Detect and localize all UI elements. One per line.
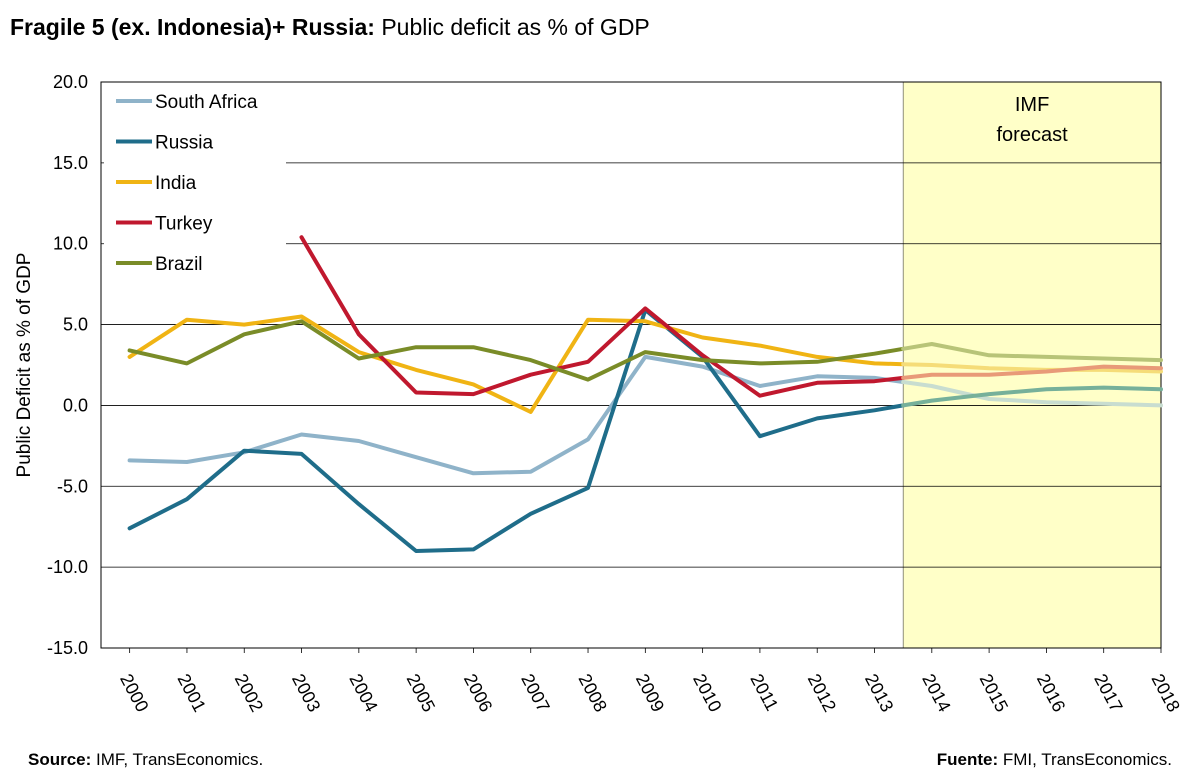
y-axis: 20.0 15.0 10.0 5.0 0.0 -5.0 -10.0 -15.0 bbox=[47, 72, 88, 658]
x-tick-label: 2016 bbox=[1033, 670, 1069, 715]
legend-label: Russia bbox=[155, 133, 214, 154]
x-tick-label: 2004 bbox=[345, 670, 381, 715]
x-tick-label: 2005 bbox=[403, 670, 439, 715]
series-forecast-brazil bbox=[901, 342, 1163, 363]
x-tick-label: 2011 bbox=[746, 670, 782, 714]
source-text: IMF, TransEconomics. bbox=[96, 750, 264, 769]
x-tick-label: 2010 bbox=[689, 670, 725, 715]
legend-item-turkey: Turkey bbox=[116, 214, 213, 235]
legend-label: Turkey bbox=[155, 214, 213, 235]
source-note: Source: IMF, TransEconomics. bbox=[28, 750, 263, 770]
forecast-label: IMF forecast bbox=[997, 94, 1069, 146]
legend-item-brazil: Brazil bbox=[116, 254, 203, 275]
y-tick-label: 5.0 bbox=[63, 315, 88, 335]
legend: South Africa Russia India Turkey Brazil bbox=[104, 85, 286, 285]
series-line-south-africa bbox=[127, 354, 906, 476]
series-line-brazil bbox=[127, 319, 906, 382]
y-tick-label: 15.0 bbox=[53, 153, 88, 173]
legend-item-south-africa: South Africa bbox=[116, 92, 258, 113]
fuente-note: Fuente: FMI, TransEconomics. bbox=[937, 750, 1172, 770]
series-forecast-turkey bbox=[901, 364, 1163, 380]
x-tick-label: 2018 bbox=[1147, 670, 1183, 715]
fuente-text: FMI, TransEconomics. bbox=[1002, 750, 1172, 769]
fuente-label: Fuente: bbox=[936, 750, 999, 769]
forecast-label-line1: IMF bbox=[1015, 94, 1049, 116]
series-russia bbox=[127, 308, 1163, 553]
x-tick-label: 2014 bbox=[918, 670, 954, 715]
series-line-india bbox=[127, 314, 906, 414]
x-tick-label: 2007 bbox=[517, 670, 553, 715]
chart-title-bold: Fragile 5 (ex. Indonesia)+ Russia: bbox=[10, 14, 375, 40]
x-tick-label: 2009 bbox=[632, 670, 668, 715]
legend-label: India bbox=[155, 173, 197, 194]
x-tick-label: 2003 bbox=[288, 670, 324, 715]
y-tick-label: 20.0 bbox=[53, 72, 88, 92]
plot-border bbox=[100, 81, 1162, 649]
x-tick-label: 2006 bbox=[460, 670, 496, 715]
series-south-africa bbox=[127, 354, 1163, 476]
x-axis: 2000 2001 2002 2003 2004 2005 2006 2007 2008 2009… bbox=[116, 648, 1184, 715]
legend-label: South Africa bbox=[155, 92, 258, 113]
series-forecast-india bbox=[901, 362, 1163, 374]
x-tick-label: 2012 bbox=[804, 670, 840, 715]
x-tick-label: 2002 bbox=[231, 670, 267, 715]
y-tick-label: -15.0 bbox=[47, 638, 88, 658]
series-lines bbox=[127, 235, 1163, 553]
chart-title: Fragile 5 (ex. Indonesia)+ Russia: Publi… bbox=[10, 14, 650, 41]
series-forecast-south-africa bbox=[901, 380, 1163, 408]
series-line-russia bbox=[127, 308, 906, 553]
legend-item-russia: Russia bbox=[116, 133, 214, 154]
legend-background bbox=[104, 85, 286, 285]
y-axis-label: Public Deficit as % of GDP bbox=[14, 253, 35, 478]
x-tick-label: 2000 bbox=[116, 670, 152, 715]
x-tick-label: 2015 bbox=[976, 670, 1012, 715]
legend-item-india: India bbox=[116, 173, 197, 194]
y-tick-label: -10.0 bbox=[47, 557, 88, 577]
chart-title-rest: Public deficit as % of GDP bbox=[381, 14, 650, 40]
series-forecast-russia bbox=[901, 385, 1163, 408]
source-label: Source: bbox=[28, 750, 92, 769]
x-tick-label: 2001 bbox=[173, 670, 209, 715]
x-tick-label: 2008 bbox=[574, 670, 610, 715]
x-tick-label: 2017 bbox=[1090, 670, 1126, 715]
x-tick-label: 2013 bbox=[861, 670, 897, 715]
y-tick-label: -5.0 bbox=[57, 476, 88, 496]
series-brazil bbox=[127, 319, 1163, 382]
forecast-label-line2: forecast bbox=[997, 124, 1069, 146]
series-line-turkey bbox=[299, 235, 906, 398]
series-turkey bbox=[299, 235, 1163, 398]
legend-label: Brazil bbox=[155, 254, 203, 275]
y-tick-label: 10.0 bbox=[53, 234, 88, 254]
series-india bbox=[127, 314, 1163, 414]
y-tick-label: 0.0 bbox=[63, 395, 88, 415]
